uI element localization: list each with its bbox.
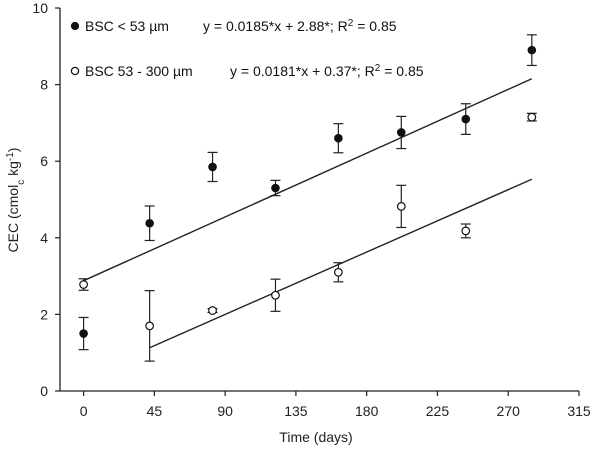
data-point-filled [208, 162, 217, 172]
y-axis-title: CEC (cmolc kg-1) [5, 148, 27, 253]
y-axis-title-close: ) [5, 148, 21, 153]
y-tick-label: 6 [40, 153, 48, 169]
data-points [78, 34, 537, 362]
legend-marker-filled [70, 21, 80, 31]
data-point-open [527, 112, 537, 122]
regression-line-fine [83, 78, 533, 282]
y-ticks: 0 2 4 6 8 10 [32, 0, 60, 399]
data-point-open [145, 321, 155, 331]
data-point-open [208, 306, 217, 315]
y-tick-label: 2 [40, 306, 48, 322]
legend-entry-fine: BSC < 53 µm y = 0.0185*x + 2.88*; R2 = 0… [70, 18, 397, 35]
equation-fine-sup: 2 [348, 18, 354, 29]
y-tick-label: 0 [40, 383, 48, 399]
equation-coarse-main: y = 0.0181*x + 0.37*; R [230, 63, 375, 79]
legend-label-fine: BSC < 53 µm [85, 18, 169, 34]
x-tick-label: 90 [217, 403, 233, 419]
data-point-open [271, 290, 280, 300]
data-point-filled [461, 114, 471, 124]
x-tick-label: 270 [497, 403, 521, 419]
legend-entry-coarse: BSC 53 - 300 µm y = 0.0181*x + 0.37*; R2… [70, 63, 424, 80]
equation-fine: y = 0.0185*x + 2.88*; R2 = 0.85 [203, 18, 397, 35]
equation-coarse-tail: = 0.85 [380, 63, 423, 79]
legend-label-coarse: BSC 53 - 300 µm [85, 63, 193, 79]
data-point-filled [527, 45, 537, 55]
x-tick-label: 315 [567, 403, 591, 419]
x-tick-label: 180 [355, 403, 379, 419]
data-point-open [333, 267, 343, 277]
x-tick-label: 135 [284, 403, 308, 419]
x-tick-label: 0 [80, 403, 88, 419]
y-axis-title-main: CEC (cmol [5, 185, 21, 253]
y-axis-title-sub: c [16, 180, 27, 185]
y-axis-title-unit: kg [5, 161, 21, 180]
x-axis-title: Time (days) [279, 429, 352, 445]
y-tick-label: 10 [32, 0, 48, 16]
x-tick-label: 45 [147, 403, 163, 419]
data-point-filled [396, 128, 406, 137]
data-point-open [79, 280, 88, 289]
equation-fine-main: y = 0.0185*x + 2.88*; R [203, 18, 348, 34]
equation-coarse-sup: 2 [375, 63, 381, 74]
equation-coarse: y = 0.0181*x + 0.37*; R2 = 0.85 [230, 63, 424, 80]
regression-line-coarse [149, 178, 533, 349]
y-axis-title-sup: -1 [5, 152, 16, 161]
data-point-filled [334, 133, 343, 143]
legend: BSC < 53 µm y = 0.0185*x + 2.88*; R2 = 0… [70, 18, 424, 80]
legend-marker-open [70, 66, 80, 76]
data-point-open [461, 226, 471, 236]
y-tick-label: 8 [40, 77, 48, 93]
data-point-filled [271, 183, 280, 193]
fit-lines [83, 78, 533, 349]
x-tick-label: 225 [426, 403, 450, 419]
x-ticks: 0 45 90 135 180 225 270 315 [80, 391, 591, 419]
equation-fine-tail: = 0.85 [353, 18, 396, 34]
data-point-open [396, 201, 406, 211]
axes [59, 8, 579, 392]
data-point-filled [79, 329, 88, 338]
data-point-filled [145, 218, 154, 228]
y-tick-label: 4 [40, 230, 48, 246]
